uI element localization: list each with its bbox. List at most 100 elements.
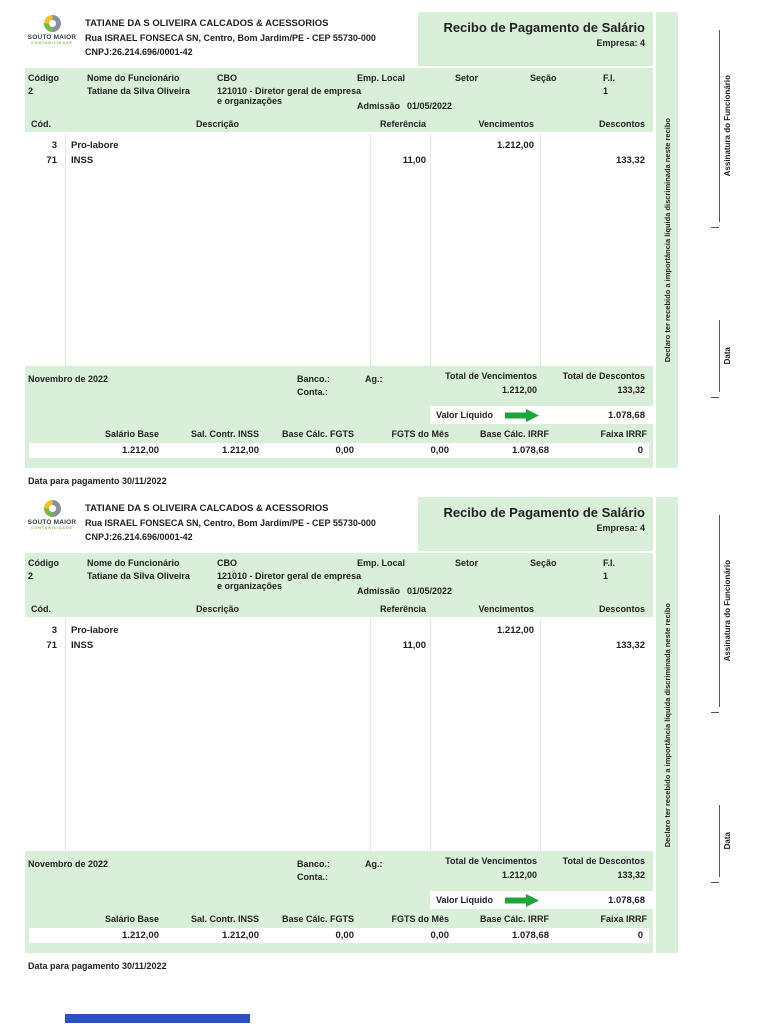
agencia-label: Ag.:: [365, 374, 383, 384]
declaration-strip: Declaro ter recebido a importância líqui…: [656, 12, 678, 468]
summary-header: Sal. Contr. INSS: [190, 429, 259, 439]
item-description: INSS: [71, 155, 94, 166]
signature-line: [711, 30, 720, 228]
table-row: 71 INSS 11,00 133,32: [25, 153, 653, 168]
table-row: 71 INSS 11,00 133,32: [25, 638, 653, 653]
summary-header: Salário Base: [104, 914, 159, 924]
col-header-cod: Cód.: [31, 604, 51, 614]
conta-label: Conta.:: [297, 872, 328, 882]
total-descontos-label: Total de Descontos: [562, 856, 645, 866]
logo-name: SOUTO MAIOR: [27, 519, 77, 526]
summary-value: 1.212,00: [222, 445, 259, 456]
fi-label: F.I.: [603, 558, 616, 568]
total-descontos-value: 133,32: [617, 870, 645, 880]
company-address: Rua ISRAEL FONSECA SN, Centro, Bom Jardi…: [85, 33, 376, 43]
item-code: 3: [51, 625, 57, 636]
summary-header: Base Cálc. IRRF: [479, 914, 549, 924]
col-header-descontos: Descontos: [598, 119, 645, 129]
summary-header: Faixa IRRF: [600, 429, 647, 439]
receipt-header: SOUTO MAIOR CONTABILIDADE TATIANE DA S O…: [25, 497, 653, 551]
date-label-wrap: Data: [723, 805, 732, 877]
banco-label: Banco.:: [297, 859, 331, 869]
spacer: [25, 891, 430, 909]
summary-section: Salário Base Sal. Contr. INSS Base Cálc.…: [25, 909, 653, 953]
title-block: Recibo de Pagamento de Salário Empresa: …: [418, 497, 653, 551]
employee-section: Código 2 Nome do Funcionário Tatiane da …: [25, 66, 653, 116]
company-info: TATIANE DA S OLIVEIRA CALCADOS & ACESSOR…: [79, 497, 418, 551]
valor-liquido-value: 1.078,68: [608, 409, 645, 421]
valor-liquido-arrow-icon: [505, 408, 540, 422]
valor-liquido-row: Valor Líquido 1.078,68: [25, 891, 653, 909]
declaration-text: Declaro ter recebido a importância líqui…: [662, 117, 672, 363]
column-divider: [430, 619, 431, 851]
date-line: [711, 805, 720, 883]
summary-headers: Salário Base Sal. Contr. INSS Base Cálc.…: [25, 429, 653, 439]
summary-section: Salário Base Sal. Contr. INSS Base Cálc.…: [25, 424, 653, 468]
setor-label: Setor: [455, 73, 479, 83]
agencia-label: Ag.:: [365, 859, 383, 869]
payment-date-line: Data para pagamento 30/11/2022: [28, 476, 167, 486]
date-label: Data: [723, 832, 732, 850]
setor-label: Setor: [455, 558, 479, 568]
summary-value: 1.078,68: [512, 445, 549, 456]
receipt-footer: Novembro de 2022 Banco.: Conta.: Ag.: To…: [25, 366, 653, 406]
company-name: TATIANE DA S OLIVEIRA CALCADOS & ACESSOR…: [85, 503, 329, 514]
valor-liquido-box: Valor Líquido 1.078,68: [430, 406, 653, 424]
item-earnings: 1.212,00: [497, 625, 534, 636]
nome-label: Nome do Funcionário: [87, 558, 180, 568]
souto-maior-logo-icon: [43, 15, 61, 32]
column-divider: [370, 619, 371, 851]
item-description: Pro-labore: [71, 140, 119, 151]
summary-header: Base Cálc. IRRF: [479, 429, 549, 439]
fi-value: 1: [603, 571, 609, 581]
admissao-label: Admissão: [357, 101, 401, 111]
total-vencimentos-value: 1.212,00: [501, 385, 537, 395]
total-vencimentos-value: 1.212,00: [501, 870, 537, 880]
empresa-number: Empresa: 4: [596, 38, 645, 48]
secao-label: Seção: [530, 558, 557, 568]
col-header-cod: Cód.: [31, 119, 51, 129]
summary-value: 0,00: [430, 930, 450, 941]
col-header-vencimentos: Vencimentos: [478, 119, 534, 129]
date-label: Data: [723, 347, 732, 365]
summary-headers: Salário Base Sal. Contr. INSS Base Cálc.…: [25, 914, 653, 924]
column-divider: [65, 134, 66, 366]
column-divider: [370, 134, 371, 366]
valor-liquido-label: Valor Líquido: [436, 895, 494, 905]
col-header-descricao: Descrição: [195, 119, 240, 129]
total-descontos-label: Total de Descontos: [562, 371, 645, 381]
item-code: 71: [46, 155, 57, 166]
signature-label-wrap: Assinatura do Funcionário: [723, 30, 732, 222]
codigo-label: Código: [28, 558, 59, 568]
summary-value: 1.212,00: [222, 930, 259, 941]
receipts-container: SOUTO MAIOR CONTABILIDADE TATIANE DA S O…: [25, 12, 765, 971]
receipt-title: Recibo de Pagamento de Salário: [443, 505, 645, 520]
secao-label: Seção: [530, 73, 557, 83]
total-vencimentos-label: Total de Vencimentos: [445, 856, 537, 866]
summary-header: Base Cálc. FGTS: [281, 429, 354, 439]
signature-label: Assinatura do Funcionário: [723, 75, 732, 177]
receipt-main: SOUTO MAIOR CONTABILIDADE TATIANE DA S O…: [25, 12, 653, 468]
nome-label: Nome do Funcionário: [87, 73, 180, 83]
emp-local-label: Emp. Local: [357, 558, 406, 568]
col-header-referencia: Referência: [379, 119, 426, 129]
column-divider: [430, 134, 431, 366]
codigo-value: 2: [28, 571, 34, 581]
item-reference: 11,00: [402, 155, 426, 166]
employee-section: Código 2 Nome do Funcionário Tatiane da …: [25, 551, 653, 601]
codigo-value: 2: [28, 86, 34, 96]
items-table-body: 3 Pro-labore 1.212,00 71 INSS 11,00 133,…: [25, 134, 653, 366]
item-deductions: 133,32: [615, 640, 645, 651]
column-divider: [540, 619, 541, 851]
item-deductions: 133,32: [615, 155, 645, 166]
summary-header: Salário Base: [104, 429, 159, 439]
item-code: 3: [51, 140, 57, 151]
valor-liquido-arrow-icon: [505, 893, 540, 907]
date-label-wrap: Data: [723, 320, 732, 392]
items-table-body: 3 Pro-labore 1.212,00 71 INSS 11,00 133,…: [25, 619, 653, 851]
summary-header: FGTS do Mês: [391, 429, 449, 439]
item-earnings: 1.212,00: [497, 140, 534, 151]
receipt: SOUTO MAIOR CONTABILIDADE TATIANE DA S O…: [25, 12, 765, 489]
fi-value: 1: [603, 86, 609, 96]
cbo-value: 121010 - Diretor geral de empresa e orga…: [217, 86, 362, 106]
